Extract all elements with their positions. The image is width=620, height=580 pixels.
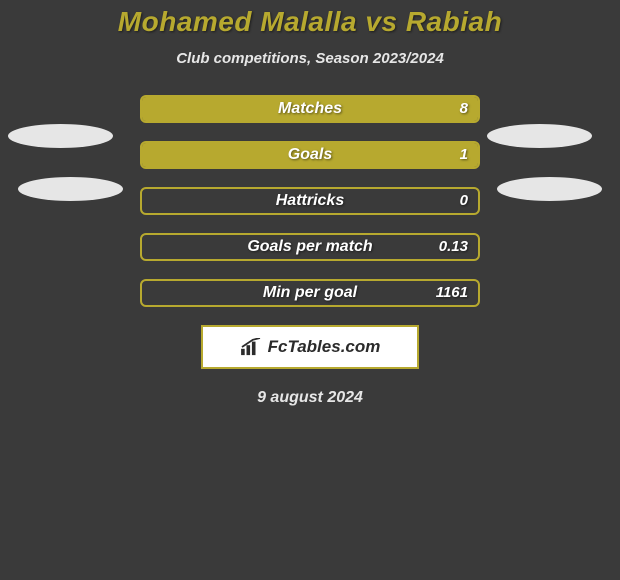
stat-label: Goals per match (142, 235, 478, 259)
stat-row: Goals1 (140, 141, 480, 169)
stat-label: Matches (142, 97, 478, 121)
stat-row: Hattricks0 (140, 187, 480, 215)
stat-value: 0 (460, 189, 468, 213)
stat-label: Hattricks (142, 189, 478, 213)
stat-label: Min per goal (142, 281, 478, 305)
comparison-card: Mohamed Malalla vs Rabiah Club competiti… (0, 0, 620, 580)
stat-value: 8 (460, 97, 468, 121)
logo-text: FcTables.com (268, 337, 381, 357)
stat-row: Goals per match0.13 (140, 233, 480, 261)
right-ellipse-2 (497, 177, 602, 201)
stats-list: Matches8Goals1Hattricks0Goals per match0… (140, 95, 480, 307)
subtitle: Club competitions, Season 2023/2024 (0, 50, 620, 67)
stat-value: 0.13 (439, 235, 468, 259)
stat-value: 1 (460, 143, 468, 167)
stat-row: Matches8 (140, 95, 480, 123)
left-ellipse-2 (18, 177, 123, 201)
page-title: Mohamed Malalla vs Rabiah (0, 0, 620, 38)
right-ellipse-1 (487, 124, 592, 148)
stat-label: Goals (142, 143, 478, 167)
chart-icon (240, 338, 262, 356)
date-text: 9 august 2024 (0, 389, 620, 407)
logo-box: FcTables.com (201, 325, 419, 369)
left-ellipse-1 (8, 124, 113, 148)
stat-value: 1161 (436, 281, 468, 305)
stat-row: Min per goal1161 (140, 279, 480, 307)
